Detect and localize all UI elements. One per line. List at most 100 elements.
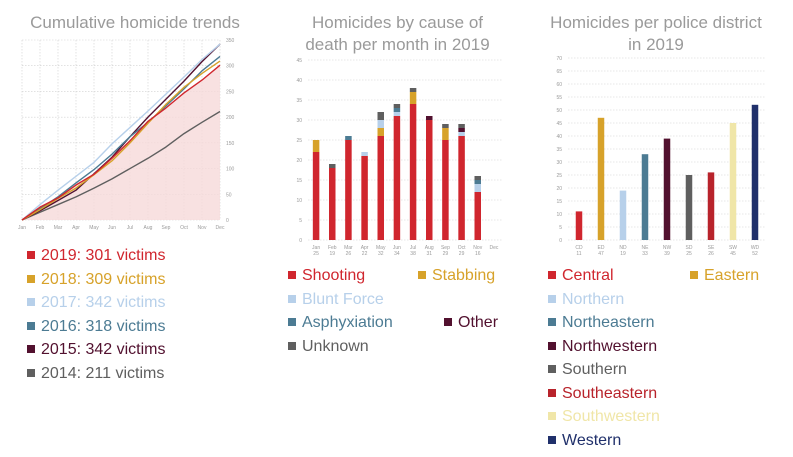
panel2-legend-item: Blunt Force	[288, 288, 384, 312]
legend-swatch	[27, 274, 35, 283]
legend-swatch	[27, 368, 35, 377]
legend-label: Blunt Force	[302, 290, 384, 308]
c3-bar	[575, 211, 583, 240]
legend-label: Shooting	[302, 267, 366, 284]
c3-ytick-label: 20	[556, 186, 562, 192]
legend-swatch	[548, 294, 556, 303]
c3-ytick-label: 25	[556, 173, 562, 179]
c1-xtick-label: Jul	[127, 225, 133, 231]
c1-ytick-label: 0	[226, 218, 229, 224]
legend-swatch	[418, 271, 426, 279]
panel3-legend-item: Southwestern	[548, 405, 660, 429]
c2-bar-segment	[474, 184, 481, 192]
c2-total-label: 29	[443, 251, 449, 257]
c2-bar-segment	[312, 140, 320, 152]
c2-xtick-label: Mar	[344, 245, 353, 251]
c2-ytick-label: 35	[296, 98, 302, 104]
c1-ytick-label: 50	[226, 192, 232, 198]
c2-bar-segment	[377, 112, 384, 120]
c3-value-label: 19	[620, 251, 626, 257]
panel3-legend-item: Eastern	[690, 264, 759, 288]
c3-xtick-label: ED	[598, 245, 605, 251]
c1-series-line	[21, 60, 221, 221]
c1-ytick-label: 200	[226, 115, 235, 121]
c2-bar-segment	[377, 136, 384, 240]
c1-area-2019	[22, 65, 220, 220]
panel1-legend-item: 2017: 342 victims	[27, 291, 166, 315]
c2-total-label: 31	[426, 251, 432, 257]
legend-swatch	[288, 271, 296, 279]
c2-bar-segment	[458, 136, 465, 240]
c1-ytick-label: 250	[226, 89, 235, 95]
panel1-legend-item: 2015: 342 victims	[27, 338, 166, 362]
panel2-title: Homicides by cause of death per month in…	[270, 12, 525, 56]
legend-label: Western	[562, 431, 622, 449]
legend-swatch	[548, 435, 556, 444]
legend-label: Southwestern	[562, 408, 660, 425]
legend-swatch	[690, 271, 698, 279]
c3-value-label: 26	[708, 251, 714, 257]
c3-ytick-label: 40	[556, 134, 562, 140]
c2-bar-segment	[393, 116, 401, 240]
c3-value-label: 47	[598, 251, 604, 257]
panel3-title-line2: in 2019	[628, 35, 684, 54]
panel2-legend-item: Unknown	[288, 335, 369, 359]
c2-bar-segment	[426, 120, 433, 240]
c2-total-label: 34	[394, 251, 400, 257]
c1-ytick-label: 300	[226, 64, 235, 70]
c2-total-label: 29	[459, 251, 465, 257]
legend-label: Central	[562, 267, 614, 284]
c3-ytick-label: 15	[556, 199, 562, 205]
c1-xtick-label: Oct	[180, 225, 188, 231]
c2-ytick-label: 45	[296, 58, 302, 64]
c1-series-line	[21, 110, 221, 221]
legend-label: 2015: 342 victims	[41, 341, 166, 358]
panel3-legend-item: Southeastern	[548, 382, 657, 406]
panel3-title-line1: Homicides per police district	[550, 13, 762, 32]
panel3-legend-item: Central	[548, 264, 614, 288]
c2-total-label: 26	[346, 251, 352, 257]
c2-bar-segment	[442, 140, 449, 240]
c3-ytick-label: 35	[556, 147, 562, 153]
c2-total-label: 38	[410, 251, 416, 257]
c3-value-label: 25	[686, 251, 692, 257]
legend-swatch	[548, 365, 556, 373]
c1-series-line	[21, 43, 221, 221]
c2-bar-segment	[393, 104, 401, 108]
c2-bar-segment	[458, 124, 465, 128]
c2-total-label: 32	[378, 251, 384, 257]
panel3-title: Homicides per police district in 2019	[525, 12, 787, 56]
legend-swatch	[548, 412, 556, 420]
legend-label: 2017: 342 victims	[41, 294, 166, 311]
c3-value-label: 52	[752, 251, 758, 257]
legend-swatch	[548, 271, 556, 279]
c3-xtick-label: SW	[729, 245, 737, 251]
c2-bar-segment	[409, 92, 417, 104]
c1-xtick-label: May	[89, 225, 99, 231]
panel2-title-line2: death per month in 2019	[305, 35, 490, 54]
c2-ytick-label: 10	[296, 198, 302, 204]
legend-swatch	[548, 341, 556, 350]
c2-bar-segment	[393, 112, 401, 116]
legend-swatch	[27, 298, 35, 306]
c2-ytick-label: 30	[296, 118, 302, 124]
c2-ytick-label: 5	[299, 218, 302, 224]
c2-ytick-label: 15	[296, 178, 302, 184]
legend-label: 2018: 309 victims	[41, 270, 166, 288]
c3-value-label: 45	[730, 251, 736, 257]
legend-label: Northwestern	[562, 337, 658, 355]
panel1-legend: 2019: 301 victims 2018: 309 victims 2017: …	[27, 244, 166, 385]
c3-bar	[707, 172, 715, 240]
c2-bar-segment	[329, 164, 336, 168]
c2-xtick-label: Feb	[328, 245, 337, 251]
c1-xtick-label: Mar	[54, 225, 63, 231]
c1-xtick-label: Apr	[72, 225, 80, 231]
legend-label: Southeastern	[562, 384, 658, 402]
panel2-legend-item: Asphyxiation	[288, 311, 393, 335]
legend-swatch	[27, 345, 35, 353]
legend-label: 2019: 301 victims	[41, 247, 166, 264]
c2-total-label: 16	[475, 251, 481, 257]
c1-xtick-label: Jan	[18, 225, 26, 231]
c1-xtick-label: Feb	[36, 225, 45, 231]
c2-bar-segment	[474, 176, 481, 180]
